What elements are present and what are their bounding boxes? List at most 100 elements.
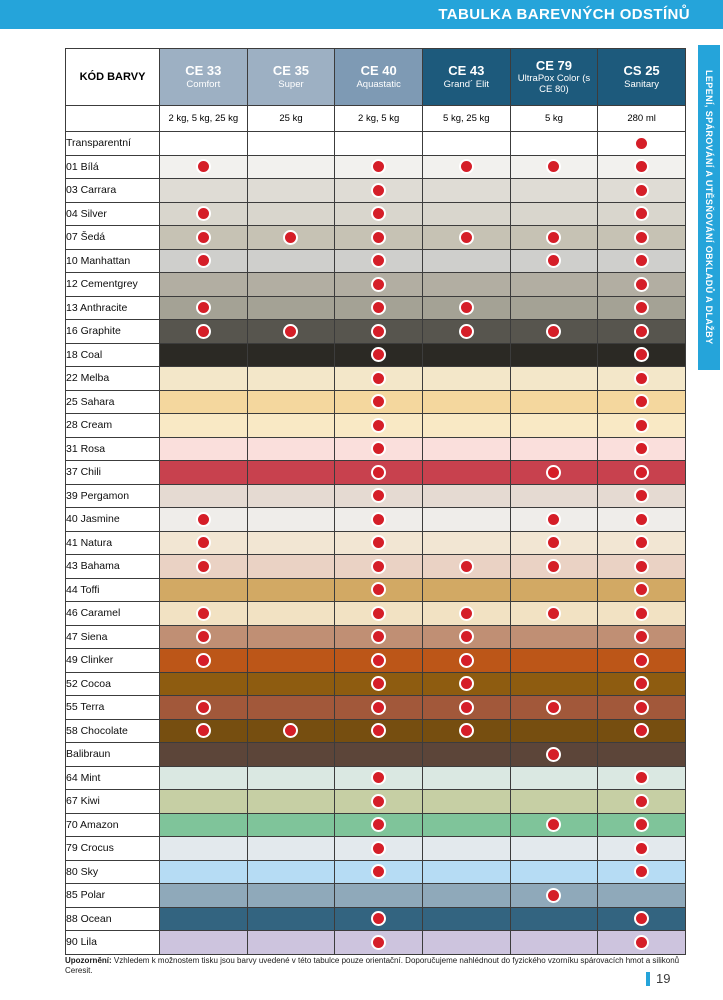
color-cell-transparentn-ce-40 (334, 131, 423, 156)
availability-dot-icon (371, 793, 387, 809)
availability-dot-icon (371, 394, 387, 410)
color-cell-40-jasmine-ce-33 (159, 507, 248, 532)
availability-dot-icon (458, 676, 474, 692)
row-label: 03 Carrara (65, 178, 160, 203)
color-row-31-rosa: 31 Rosa (65, 436, 686, 461)
color-cell-40-jasmine-ce-40 (334, 507, 423, 532)
color-cell-43-bahama-ce-35 (246, 554, 336, 579)
availability-dot-icon (458, 723, 474, 739)
color-cell-39-pergamon-ce-43 (421, 483, 511, 508)
availability-dot-icon (195, 723, 211, 739)
row-label: 49 Clinker (65, 648, 160, 673)
color-cell-40-jasmine-ce-79 (509, 507, 599, 532)
color-cell-37-chili-ce-79 (509, 460, 599, 485)
availability-dot-icon (458, 699, 474, 715)
color-cell-16-graphite-ce-33 (159, 319, 248, 344)
color-cell-49-clinker-ce-40 (334, 648, 423, 673)
color-cell-37-chili-ce-35 (246, 460, 336, 485)
color-cell-16-graphite-cs-25 (597, 319, 686, 344)
availability-dot-icon (634, 911, 650, 927)
availability-dot-icon (371, 699, 387, 715)
color-shade-table: KÓD BARVY CE 33 Comfort CE 35 Super CE 40 Aqua… (65, 48, 686, 955)
color-row-88-ocean: 88 Ocean (65, 906, 686, 931)
availability-dot-icon (634, 699, 650, 715)
row-label: Transparentní (65, 131, 160, 156)
availability-dot-icon (634, 605, 650, 621)
color-cell-47-siena-ce-79 (509, 624, 599, 649)
color-cell-12-cementgrey-ce-43 (421, 272, 511, 297)
row-label: 10 Manhattan (65, 248, 160, 273)
availability-dot-icon (634, 253, 650, 269)
color-cell-67-kiwi-ce-40 (334, 789, 423, 814)
color-cell-31-rosa-ce-35 (246, 436, 336, 461)
color-cell-52-cocoa-ce-40 (334, 671, 423, 696)
color-cell-balibraun-ce-79 (509, 742, 599, 767)
color-cell-12-cementgrey-ce-79 (509, 272, 599, 297)
availability-dot-icon (634, 793, 650, 809)
availability-dot-icon (371, 464, 387, 480)
availability-dot-icon (195, 511, 211, 527)
row-label: 52 Cocoa (65, 671, 160, 696)
color-cell-47-siena-ce-35 (246, 624, 336, 649)
color-cell-07-ed-ce-35 (246, 225, 336, 250)
color-row-25-sahara: 25 Sahara (65, 389, 686, 414)
color-row-67-kiwi: 67 Kiwi (65, 789, 686, 814)
color-cell-41-natura-ce-79 (509, 530, 599, 555)
availability-dot-icon (634, 370, 650, 386)
color-row-18-coal: 18 Coal (65, 342, 686, 367)
color-cell-90-lila-ce-35 (246, 930, 336, 955)
row-label: Balibraun (65, 742, 160, 767)
color-cell-13-anthracite-cs-25 (597, 295, 686, 320)
availability-dot-icon (371, 323, 387, 339)
availability-dot-icon (371, 347, 387, 363)
availability-dot-icon (195, 323, 211, 339)
column-header-ce-35: CE 35 Super (246, 48, 336, 106)
availability-dot-icon (546, 558, 562, 574)
availability-dot-icon (546, 229, 562, 245)
color-cell-22-melba-ce-35 (246, 366, 336, 391)
color-row-12-cementgrey: 12 Cementgrey (65, 272, 686, 297)
availability-dot-icon (634, 206, 650, 222)
row-label: 90 Lila (65, 930, 160, 955)
color-cell-03-carrara-ce-43 (421, 178, 511, 203)
pack-size-empty-cell (65, 105, 160, 132)
row-label: 12 Cementgrey (65, 272, 160, 297)
availability-dot-icon (371, 723, 387, 739)
color-cell-39-pergamon-cs-25 (597, 483, 686, 508)
color-cell-47-siena-cs-25 (597, 624, 686, 649)
color-cell-44-toffi-ce-79 (509, 577, 599, 602)
row-label: 25 Sahara (65, 389, 160, 414)
color-cell-18-coal-ce-79 (509, 342, 599, 367)
availability-dot-icon (458, 323, 474, 339)
color-cell-52-cocoa-ce-33 (159, 671, 248, 696)
row-label: 67 Kiwi (65, 789, 160, 814)
product-code: CE 79 (535, 57, 573, 73)
color-cell-52-cocoa-ce-79 (509, 671, 599, 696)
row-label: 18 Coal (65, 342, 160, 367)
color-row-22-melba: 22 Melba (65, 366, 686, 391)
color-cell-58-chocolate-ce-79 (509, 718, 599, 743)
color-cell-04-silver-cs-25 (597, 201, 686, 226)
availability-dot-icon (371, 276, 387, 292)
color-cell-70-amazon-ce-43 (421, 812, 511, 837)
color-cell-46-caramel-ce-33 (159, 601, 248, 626)
color-cell-80-sky-ce-40 (334, 859, 423, 884)
color-cell-58-chocolate-cs-25 (597, 718, 686, 743)
availability-dot-icon (634, 629, 650, 645)
color-cell-13-anthracite-ce-79 (509, 295, 599, 320)
availability-dot-icon (458, 629, 474, 645)
row-label: 46 Caramel (65, 601, 160, 626)
availability-dot-icon (458, 605, 474, 621)
column-header-cs-25: CS 25 Sanitary (597, 48, 686, 106)
availability-dot-icon (634, 135, 650, 151)
color-cell-balibraun-ce-35 (246, 742, 336, 767)
color-cell-67-kiwi-ce-33 (159, 789, 248, 814)
color-row-04-silver: 04 Silver (65, 201, 686, 226)
color-cell-07-ed-ce-40 (334, 225, 423, 250)
color-cell-47-siena-ce-33 (159, 624, 248, 649)
color-cell-10-manhattan-ce-79 (509, 248, 599, 273)
row-label: 80 Sky (65, 859, 160, 884)
color-cell-28-cream-ce-43 (421, 413, 511, 438)
availability-dot-icon (634, 676, 650, 692)
availability-dot-icon (371, 911, 387, 927)
